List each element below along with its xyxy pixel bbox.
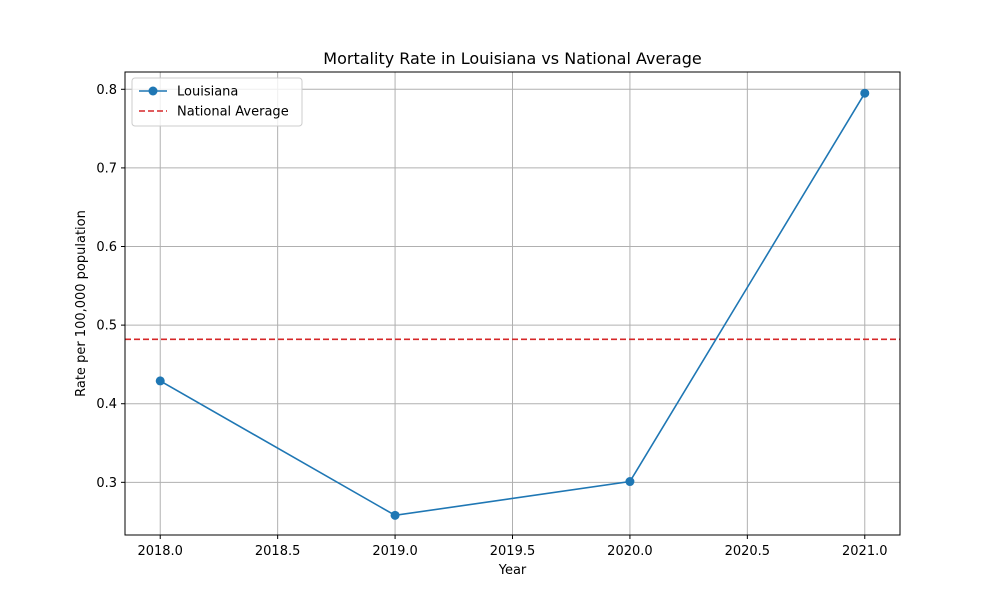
y-tick-label: 0.4	[96, 397, 117, 412]
data-point	[860, 88, 870, 98]
x-tick-label: 2020.5	[725, 544, 771, 559]
series-layer	[155, 88, 870, 520]
x-tick-label: 2018.5	[255, 544, 301, 559]
data-point	[625, 477, 635, 487]
legend-label-national-average: National Average	[177, 105, 289, 120]
x-axis-label: Year	[498, 563, 527, 578]
y-tick-label: 0.7	[96, 161, 117, 176]
data-point	[390, 510, 400, 520]
y-axis-label: Rate per 100,000 population	[74, 210, 89, 397]
legend-label-louisiana: Louisiana	[177, 85, 238, 100]
y-tick-label: 0.5	[96, 319, 117, 334]
y-tick-label: 0.6	[96, 240, 117, 255]
x-tick-label: 2020.0	[607, 544, 653, 559]
grid	[125, 72, 900, 535]
y-tick-label: 0.8	[96, 83, 117, 98]
series-line-louisiana	[159, 92, 866, 517]
legend-box	[131, 77, 303, 127]
data-point	[155, 376, 165, 386]
ticks: 2018.0 2018.5 2019.0 2019.5 2020.0 2020.5 2021…	[96, 83, 887, 559]
legend: Louisiana National Average	[131, 77, 303, 127]
legend-marker-louisiana	[148, 86, 158, 96]
chart-title: Mortality Rate in Louisiana vs National …	[323, 49, 701, 68]
x-tick-label: 2018.0	[137, 544, 183, 559]
y-tick-label: 0.3	[96, 476, 117, 491]
x-tick-label: 2019.5	[490, 544, 536, 559]
x-tick-label: 2021.0	[842, 544, 888, 559]
x-tick-label: 2019.0	[372, 544, 418, 559]
